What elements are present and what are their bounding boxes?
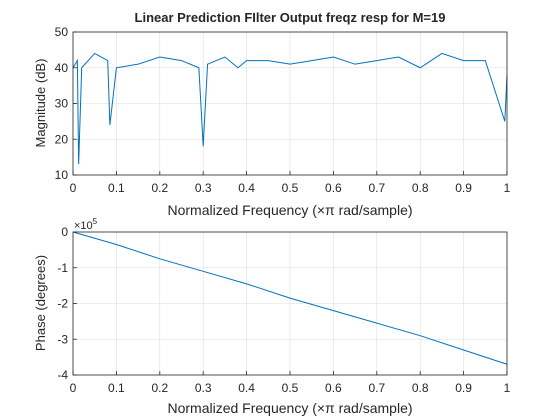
magnitude-x-label: Normalized Frequency (×π rad/sample)	[167, 202, 412, 218]
phase-y-tick-label: -4	[57, 368, 68, 382]
magnitude-x-tick-label: 0.1	[108, 181, 125, 195]
magnitude-axes-box	[72, 31, 508, 176]
phase-x-tick-label: 0	[70, 381, 77, 395]
phase-y-label: Phase (degrees)	[33, 255, 48, 351]
magnitude-x-tick-label: 0.9	[455, 181, 472, 195]
phase-y-tick-label: -2	[57, 297, 68, 311]
magnitude-y-tick-label: 20	[55, 132, 69, 146]
magnitude-x-tick-label: 1	[504, 181, 511, 195]
magnitude-x-tick-label: 0.3	[195, 181, 212, 195]
magnitude-x-tick-label: 0.8	[412, 181, 429, 195]
magnitude-y-tick-label: 50	[55, 25, 69, 39]
phase-x-tick-label: 0.7	[368, 381, 385, 395]
magnitude-x-tick-label: 0.2	[151, 181, 168, 195]
phase-x-tick-label: 0.2	[151, 381, 168, 395]
magnitude-x-tick-label: 0.7	[368, 181, 385, 195]
phase-x-tick-label: 1	[504, 381, 511, 395]
phase-x-tick-label: 0.6	[325, 381, 342, 395]
phase-tick-labels: 0 0.1 0.2 0.3 0.4 0.5 0.6 0.7 0.8 0.9 1 -4 -3 -2 -1 0	[57, 225, 510, 395]
magnitude-x-tick-label: 0.6	[325, 181, 342, 195]
phase-x-tick-label: 0.3	[195, 381, 212, 395]
phase-x-tick-label: 0.4	[238, 381, 255, 395]
phase-y-tick-label: -1	[57, 261, 68, 275]
phase-x-label: Normalized Frequency (×π rad/sample)	[167, 400, 412, 416]
phase-exponent-label: ×105	[74, 217, 98, 232]
phase-axes-box	[72, 231, 508, 376]
magnitude-x-tick-label: 0.4	[238, 181, 255, 195]
phase-x-tick-label: 0.5	[282, 381, 299, 395]
magnitude-y-tick-label: 40	[55, 61, 69, 75]
magnitude-tick-labels: 0 0.1 0.2 0.3 0.4 0.5 0.6 0.7 0.8 0.9 1 10 20 30 40 50	[55, 25, 511, 195]
phase-axes: 0 0.1 0.2 0.3 0.4 0.5 0.6 0.7 0.8 0.9 1 -4 -3 -2 -1 0 ×…	[33, 217, 511, 416]
magnitude-y-tick-label: 10	[55, 168, 69, 182]
magnitude-y-tick-label: 30	[55, 97, 69, 111]
magnitude-x-tick-label: 0.5	[282, 181, 299, 195]
magnitude-x-tick-label: 0	[70, 181, 77, 195]
phase-x-tick-label: 0.8	[412, 381, 429, 395]
phase-y-tick-label: 0	[61, 225, 68, 239]
phase-x-tick-label: 0.9	[455, 381, 472, 395]
magnitude-axes: 0 0.1 0.2 0.3 0.4 0.5 0.6 0.7 0.8 0.9 11020304050 …	[33, 10, 511, 218]
phase-y-tick-label: -3	[57, 332, 68, 346]
magnitude-title: Linear Prediction FIlter Output freqz re…	[135, 10, 446, 25]
phase-series-line	[72, 231, 508, 365]
phase-x-tick-label: 0.1	[108, 381, 125, 395]
magnitude-y-label: Magnitude (dB)	[33, 59, 48, 148]
magnitude-series-line	[72, 52, 508, 165]
